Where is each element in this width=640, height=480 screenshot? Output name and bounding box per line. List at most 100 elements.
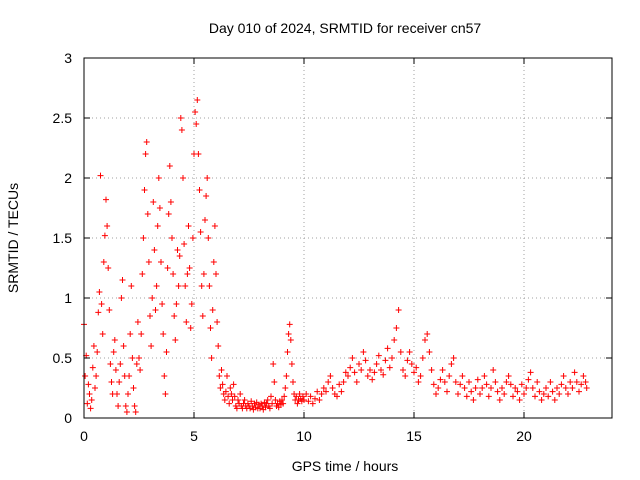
data-point [560,373,567,379]
data-point [347,364,354,371]
data-point [345,373,351,379]
data-point [155,175,162,181]
data-point [90,343,97,349]
data-point [230,381,237,388]
data-point [94,349,101,355]
data-point [406,349,413,355]
axis-ticks: 0 5 10 15 20 0 0.5 1 1.5 2 2.5 3 [53,50,612,444]
data-point [173,301,180,307]
data-point [108,379,115,385]
data-point [156,205,163,211]
data-point [380,371,387,378]
data-point [86,391,93,397]
data-point [461,385,468,391]
data-point [554,385,560,391]
data-point [187,325,194,331]
data-point [132,409,139,415]
data-point [455,391,461,397]
y-tick-label: 0.5 [53,350,73,366]
data-point [510,393,516,400]
data-point [296,391,303,397]
data-point [450,355,457,361]
data-point [567,379,574,385]
data-point [424,331,431,337]
data-point [538,397,545,403]
data-point [474,376,481,383]
data-point [89,364,96,371]
data-point [582,379,589,385]
data-point [364,373,371,379]
data-point [279,397,285,403]
data-point [386,364,393,371]
data-point [158,259,164,265]
data-point [162,391,169,397]
data-point [439,367,446,373]
data-point [547,379,554,385]
data-point [360,349,367,355]
data-point [371,369,378,376]
data-point [534,379,541,385]
data-point [477,391,483,397]
data-point [193,121,200,127]
data-point [433,391,439,397]
data-point [437,376,444,383]
data-point [182,283,189,289]
data-point [529,385,536,391]
data-point [129,355,136,361]
data-point [140,235,147,241]
data-point [199,313,206,319]
data-point [468,388,475,395]
data-point [95,309,102,316]
data-point [293,393,300,400]
data-point [137,367,144,373]
data-point [208,355,215,361]
data-point [99,331,106,337]
data-point [505,373,512,379]
data-point [112,367,119,373]
data-point [188,301,195,307]
data-point [288,361,295,367]
data-point [88,397,95,403]
data-point [435,385,442,391]
data-point [117,361,124,367]
data-point [323,388,329,395]
data-point [200,271,207,277]
x-tick-label: 10 [296,428,312,444]
x-axis-label: GPS time / hours [292,458,399,474]
data-point [111,337,118,343]
data-point [342,369,349,376]
data-point [128,283,135,289]
data-point [195,151,202,157]
data-point [133,361,140,367]
data-point [286,321,293,328]
data-point [181,241,188,247]
x-tick-label: 20 [516,428,532,444]
data-point [175,283,182,289]
data-point [472,385,479,391]
data-point [507,381,514,388]
data-point [142,151,149,157]
data-point [336,381,343,388]
data-point [532,393,538,400]
data-point [119,277,126,283]
data-point [488,385,494,391]
data-point [470,397,477,403]
data-point [216,373,223,379]
data-point [356,361,362,367]
data-point [241,397,248,403]
data-point [189,235,196,241]
data-point [227,385,234,391]
data-point [123,409,130,415]
data-point [490,367,497,373]
data-point [284,349,291,355]
data-point [183,319,190,325]
data-point [351,369,358,376]
data-point [174,247,181,253]
data-point [118,295,125,301]
data-point [145,259,152,265]
data-point [419,355,426,361]
data-point [152,307,159,313]
y-tick-label: 3 [64,50,72,66]
data-point [178,127,185,133]
